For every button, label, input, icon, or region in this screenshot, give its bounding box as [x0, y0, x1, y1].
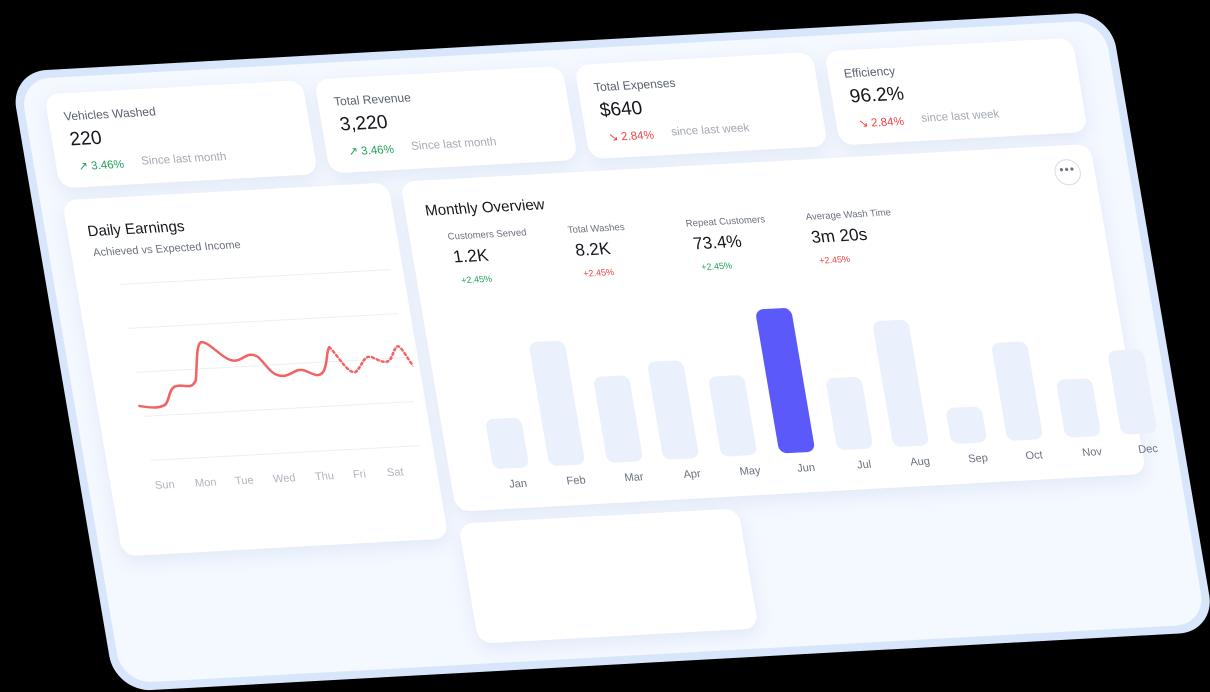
stat-change: +2.45%: [582, 267, 614, 279]
x-label: Thu: [314, 470, 335, 483]
kpi-value: $640: [598, 98, 644, 122]
kpi-card-total-revenue: Total Revenue 3,220 ↗3.46% Since last mo…: [314, 66, 578, 174]
month-label: Jan: [499, 477, 537, 491]
kpi-since: since last week: [920, 108, 1000, 124]
trend-down-icon: ↘: [858, 118, 870, 131]
bar-sep[interactable]: [945, 406, 987, 444]
bar-mar[interactable]: [593, 375, 644, 463]
stat-change: +2.45%: [700, 260, 732, 272]
trend-down-icon: ↘: [608, 131, 620, 144]
bar-aug[interactable]: [872, 319, 929, 447]
bottom-card: [458, 508, 758, 643]
kpi-title: Total Expenses: [593, 76, 677, 94]
stat-change: +2.45%: [818, 254, 850, 266]
stat-change: +2.45%: [460, 274, 492, 286]
bar-may[interactable]: [708, 375, 758, 457]
kpi-card-efficiency: Efficiency 96.2% ↘2.84% since last week: [824, 38, 1088, 146]
x-label: Wed: [272, 472, 296, 485]
expected-line: [329, 342, 428, 374]
x-label: Mon: [194, 477, 217, 490]
daily-earnings-subtitle: Achieved vs Expected Income: [92, 239, 241, 259]
monthly-overview-card: Monthly Overview ••• Customers Served 1.…: [400, 144, 1146, 512]
more-horizontal-icon: •••: [1058, 162, 1076, 177]
stat-label: Repeat Customers: [685, 214, 766, 229]
bar-nov[interactable]: [1056, 378, 1102, 438]
x-label: Tue: [234, 475, 255, 488]
month-label: Sep: [959, 452, 997, 466]
bar-apr[interactable]: [647, 360, 700, 460]
kpi-value: 220: [68, 128, 103, 152]
bar-feb[interactable]: [528, 340, 585, 466]
month-label: May: [731, 464, 769, 478]
daily-earnings-line-chart: [117, 273, 428, 468]
kpi-change: ↘2.84%: [607, 128, 655, 144]
stat-value: 3m 20s: [810, 225, 869, 248]
stat-value: 73.4%: [692, 232, 744, 255]
daily-earnings-title: Daily Earnings: [86, 218, 186, 240]
month-label: Mar: [615, 471, 653, 485]
stat-label: Total Washes: [567, 222, 626, 236]
month-label: Oct: [1015, 449, 1053, 463]
kpi-change: ↗3.46%: [77, 157, 125, 173]
more-options-button[interactable]: •••: [1052, 159, 1082, 186]
month-label: Jul: [845, 458, 883, 472]
month-label: Jun: [787, 461, 825, 475]
trend-up-icon: ↗: [348, 146, 360, 159]
stat-value: 1.2K: [452, 246, 490, 268]
bar-jun[interactable]: [755, 308, 815, 454]
daily-earnings-card: Daily Earnings Achieved vs Expected Inco…: [62, 182, 449, 556]
kpi-value: 3,220: [338, 112, 389, 137]
kpi-title: Vehicles Washed: [63, 104, 157, 123]
bar-jul[interactable]: [825, 376, 873, 450]
bar-oct[interactable]: [991, 341, 1044, 441]
monthly-overview-title: Monthly Overview: [424, 196, 546, 220]
kpi-card-total-expenses: Total Expenses $640 ↘2.84% since last we…: [574, 52, 828, 159]
month-label: Dec: [1129, 442, 1167, 456]
stat-label: Customers Served: [447, 227, 528, 242]
x-label: Sat: [386, 466, 405, 479]
kpi-change: ↘2.84%: [857, 114, 905, 130]
kpi-title: Total Revenue: [333, 90, 412, 108]
achieved-line: [129, 335, 338, 408]
x-label: Sun: [154, 479, 176, 492]
bar-dec[interactable]: [1107, 349, 1157, 435]
kpi-card-vehicles-washed: Vehicles Washed 220 ↗3.46% Since last mo…: [44, 80, 318, 188]
month-label: Apr: [673, 468, 711, 482]
month-label: Aug: [901, 455, 939, 469]
device-frame: Vehicles Washed 220 ↗3.46% Since last mo…: [10, 12, 1210, 692]
stat-label: Average Wash Time: [805, 207, 892, 223]
dashboard-screen: Vehicles Washed 220 ↗3.46% Since last mo…: [19, 20, 1206, 684]
kpi-change: ↗3.46%: [347, 142, 395, 158]
kpi-since: Since last month: [410, 136, 497, 153]
kpi-title: Efficiency: [843, 64, 897, 81]
month-label: Feb: [557, 474, 595, 488]
kpi-since: Since last month: [140, 151, 227, 168]
kpi-value: 96.2%: [848, 83, 906, 108]
month-label: Nov: [1073, 446, 1111, 460]
trend-up-icon: ↗: [78, 161, 90, 174]
kpi-since: since last week: [670, 122, 750, 138]
stat-value: 8.2K: [574, 239, 612, 261]
page-frame: Vehicles Washed 220 ↗3.46% Since last mo…: [0, 0, 1210, 540]
bar-jan[interactable]: [485, 417, 530, 469]
x-label: Fri: [352, 468, 367, 481]
